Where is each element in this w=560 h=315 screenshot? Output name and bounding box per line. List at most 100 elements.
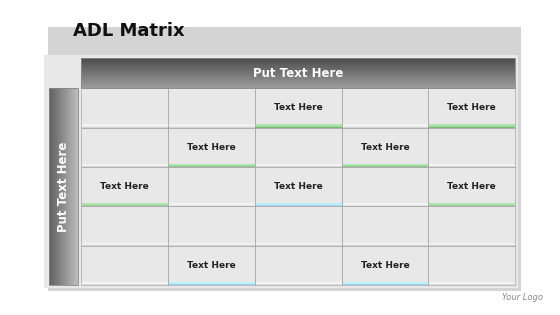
Bar xyxy=(342,284,428,285)
Bar xyxy=(81,72,515,73)
Bar xyxy=(81,65,515,66)
Bar xyxy=(81,167,168,206)
Bar xyxy=(342,283,428,284)
Bar xyxy=(63,88,64,285)
Bar xyxy=(168,282,255,284)
Bar xyxy=(50,88,51,285)
Bar xyxy=(81,165,168,167)
Bar xyxy=(81,283,168,284)
Bar xyxy=(168,283,255,284)
Bar xyxy=(428,204,515,206)
Bar xyxy=(342,88,428,128)
Bar xyxy=(342,126,428,127)
Bar xyxy=(168,243,255,244)
Bar xyxy=(255,205,342,206)
Bar xyxy=(428,204,515,206)
Bar xyxy=(168,243,255,245)
Bar xyxy=(168,243,255,245)
Bar xyxy=(342,243,428,244)
Bar xyxy=(81,58,515,59)
Bar xyxy=(255,125,342,127)
Bar xyxy=(81,67,515,68)
Bar xyxy=(255,243,342,245)
Bar xyxy=(255,203,342,205)
Bar xyxy=(342,206,428,246)
Bar xyxy=(428,282,515,284)
Bar xyxy=(81,243,168,245)
Bar xyxy=(255,204,342,206)
Bar xyxy=(255,164,342,166)
Bar xyxy=(342,203,428,205)
Bar xyxy=(168,164,255,166)
Bar xyxy=(168,203,255,205)
Bar xyxy=(81,59,515,60)
Bar xyxy=(342,126,428,127)
Bar xyxy=(81,78,515,79)
Bar xyxy=(81,86,515,87)
Bar xyxy=(168,283,255,284)
Bar xyxy=(168,244,255,245)
Bar xyxy=(342,243,428,245)
Bar xyxy=(81,203,168,205)
Bar xyxy=(81,282,168,284)
Bar xyxy=(428,204,515,206)
Bar xyxy=(81,84,515,85)
Bar xyxy=(168,124,255,126)
Text: Text Here: Text Here xyxy=(274,182,323,191)
Bar xyxy=(342,244,428,245)
Bar xyxy=(255,203,342,205)
Bar xyxy=(168,126,255,127)
Bar xyxy=(54,88,55,285)
Bar xyxy=(342,282,428,284)
Bar xyxy=(428,128,515,167)
Bar xyxy=(428,283,515,284)
Bar xyxy=(342,203,428,205)
Bar xyxy=(168,243,255,244)
Bar xyxy=(81,243,168,245)
Bar xyxy=(342,244,428,245)
Bar xyxy=(428,164,515,165)
Bar xyxy=(428,243,515,244)
Bar xyxy=(81,282,168,284)
Bar xyxy=(168,125,255,127)
Bar xyxy=(342,164,428,166)
Bar xyxy=(428,204,515,205)
Bar xyxy=(428,244,515,245)
Bar xyxy=(81,243,168,244)
Bar xyxy=(81,204,168,206)
Bar xyxy=(428,125,515,126)
Bar xyxy=(81,126,168,127)
Bar xyxy=(342,167,428,206)
Bar xyxy=(428,165,515,166)
Bar xyxy=(81,165,168,166)
Bar xyxy=(255,204,342,206)
Bar xyxy=(342,164,428,165)
Bar xyxy=(342,125,428,126)
Bar xyxy=(81,283,168,285)
Bar xyxy=(428,204,515,205)
Bar xyxy=(255,125,342,127)
Bar xyxy=(81,204,168,206)
Bar xyxy=(81,243,168,245)
Bar xyxy=(342,204,428,206)
Bar xyxy=(168,126,255,127)
Bar xyxy=(168,283,255,285)
Bar xyxy=(81,284,168,285)
Bar xyxy=(81,284,168,285)
Bar xyxy=(255,165,342,166)
Bar xyxy=(342,283,428,285)
Bar xyxy=(81,205,168,206)
Bar xyxy=(81,204,168,206)
Bar xyxy=(55,88,56,285)
Bar xyxy=(428,165,515,166)
Bar xyxy=(81,246,168,285)
Bar xyxy=(342,282,428,284)
Bar xyxy=(168,243,255,244)
Bar xyxy=(168,125,255,127)
Bar xyxy=(72,88,73,285)
Bar xyxy=(48,27,521,291)
Bar xyxy=(428,283,515,284)
Bar xyxy=(255,243,342,244)
Bar xyxy=(255,125,342,127)
Bar xyxy=(428,125,515,127)
